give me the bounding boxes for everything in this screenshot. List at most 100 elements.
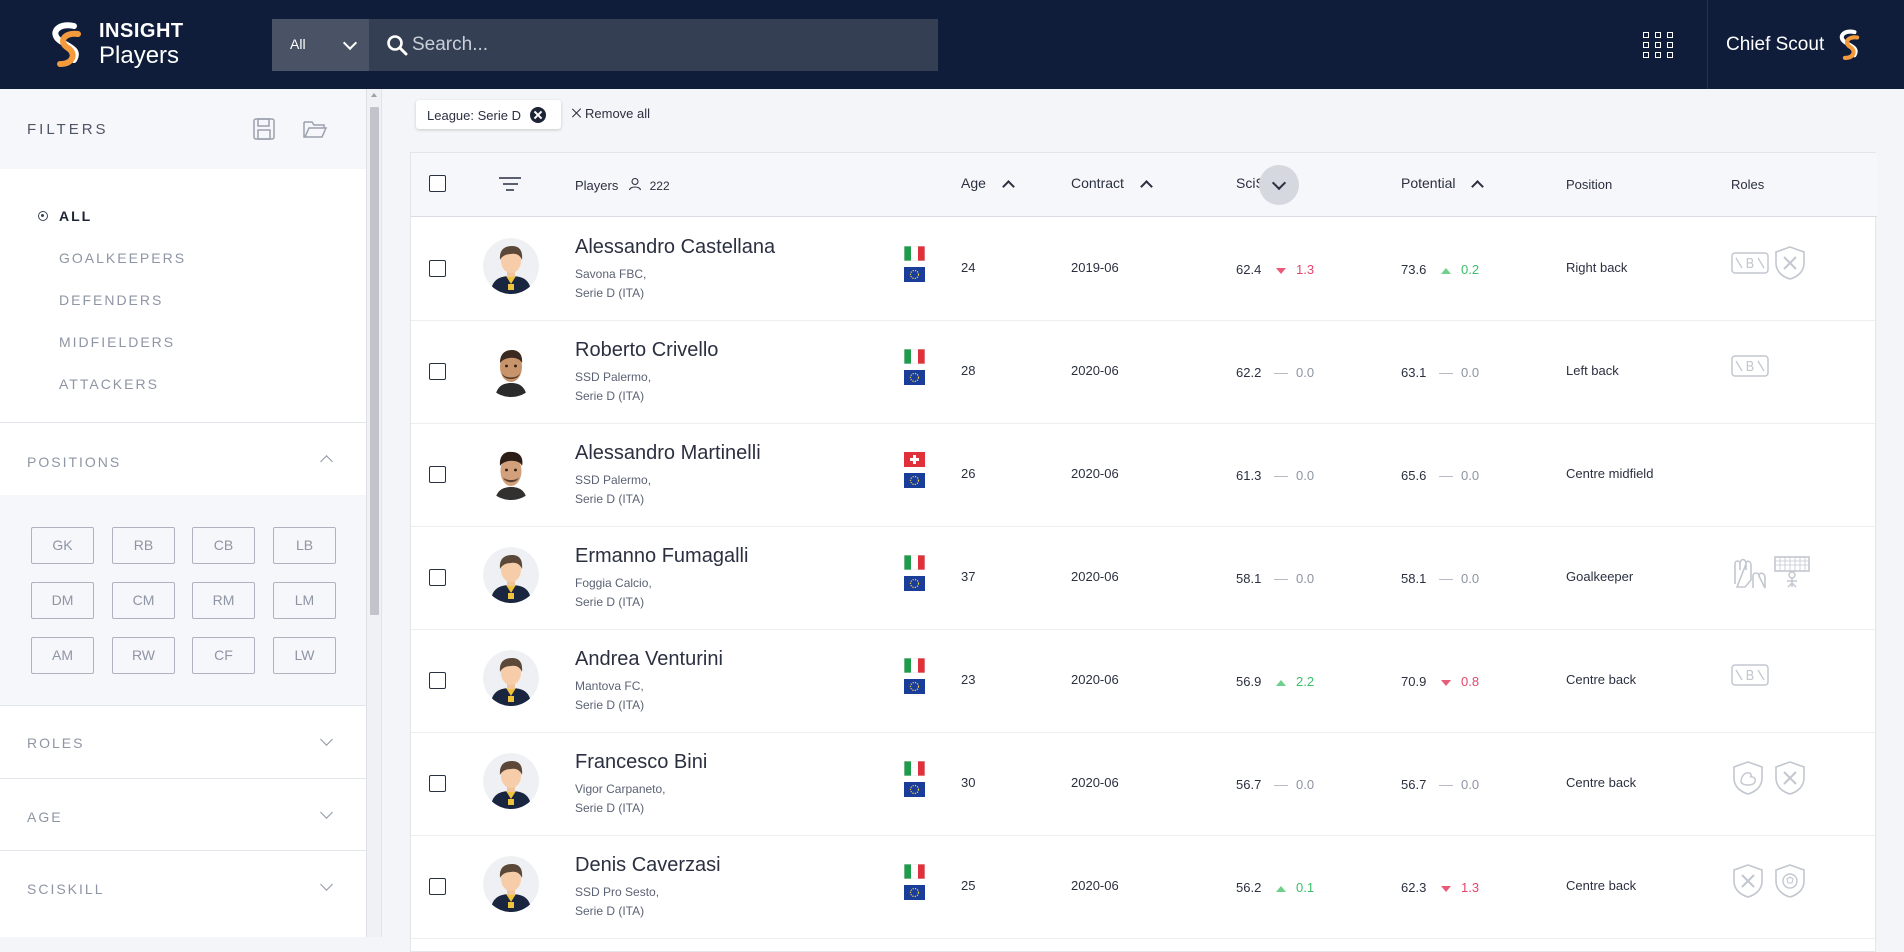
row-checkbox[interactable] (429, 775, 446, 792)
position-lm-button[interactable]: LM (273, 582, 336, 619)
position-rm-button[interactable]: RM (192, 582, 255, 619)
tackler-shield-icon[interactable] (1773, 245, 1807, 280)
potential-value: 70.9 (1401, 674, 1427, 689)
position-rw-button[interactable]: RW (112, 637, 175, 674)
ball-shield-icon[interactable] (1773, 863, 1807, 898)
group-all[interactable]: ALL (0, 195, 366, 237)
row-checkbox[interactable] (429, 878, 446, 895)
sort-asc-icon[interactable] (1002, 180, 1015, 193)
player-contract: 2019-06 (1071, 260, 1119, 275)
player-photo[interactable] (483, 753, 539, 809)
column-filter-icon[interactable] (499, 177, 521, 193)
select-all-checkbox[interactable] (429, 175, 446, 192)
player-position: Centre back (1566, 672, 1637, 687)
goal-net-icon[interactable] (1773, 554, 1811, 588)
brand-title[interactable]: INSIGHT Players (99, 20, 184, 70)
age-column-header[interactable]: Age (961, 175, 1015, 193)
roles-section-header[interactable]: ROLES (0, 705, 366, 778)
position-am-button[interactable]: AM (31, 637, 94, 674)
position-gk-button[interactable]: GK (31, 527, 94, 564)
position-cf-button[interactable]: CF (192, 637, 255, 674)
contract-column-header[interactable]: Contract (1071, 175, 1153, 193)
user-name[interactable]: Chief Scout (1726, 34, 1825, 55)
sort-asc-icon[interactable] (1471, 180, 1485, 193)
player-contract: 2020-06 (1071, 672, 1119, 687)
position-lw-button[interactable]: LW (273, 637, 336, 674)
row-checkbox[interactable] (429, 260, 446, 277)
flag-italy-icon (903, 863, 926, 880)
player-photo[interactable] (483, 856, 539, 912)
player-potential: 73.6 0.2 (1401, 262, 1479, 277)
positions-section-header[interactable]: POSITIONS (0, 422, 366, 495)
player-photo[interactable] (483, 650, 539, 706)
potential-column-header[interactable]: Potential (1401, 175, 1485, 193)
search-input[interactable] (412, 19, 912, 71)
remove-all-filters-button[interactable]: Remove all (572, 106, 650, 121)
table-row[interactable]: Alessandro Castellana Savona FBC, Serie D … (411, 218, 1877, 321)
player-name-link[interactable]: Andrea Venturini (575, 648, 723, 670)
position-dm-button[interactable]: DM (31, 582, 94, 619)
table-row[interactable]: Alessandro Martinelli SSD Palermo, Serie D… (411, 424, 1877, 527)
row-checkbox[interactable] (429, 363, 446, 380)
sidebar-scrollbar[interactable] (367, 89, 382, 937)
ball-playing-defender-icon[interactable]: B (1731, 250, 1769, 282)
group-midfielders[interactable]: MIDFIELDERS (0, 321, 366, 363)
top-navbar: INSIGHT Players All Chief Scout (0, 0, 1904, 89)
tackler-shield-icon[interactable] (1731, 863, 1765, 898)
folder-open-icon[interactable] (302, 117, 328, 141)
user-avatar-logo-icon[interactable] (1832, 28, 1866, 62)
search-scope-select[interactable]: All (272, 19, 369, 71)
player-photo[interactable] (483, 341, 539, 397)
apps-grid-icon[interactable] (1643, 32, 1673, 58)
table-row[interactable]: Andrea Venturini Mantova FC, Serie D (ITA)… (411, 630, 1877, 733)
group-defenders[interactable]: DEFENDERS (0, 279, 366, 321)
remove-chip-icon[interactable] (530, 107, 546, 123)
trend-flat-icon (1439, 579, 1453, 581)
table-row[interactable]: Denis Caverzasi SSD Pro Sesto, Serie D (IT… (411, 836, 1877, 939)
player-photo[interactable] (483, 444, 539, 500)
tackler-shield-icon[interactable] (1773, 760, 1807, 795)
save-icon[interactable] (252, 117, 276, 141)
ball-playing-defender-icon[interactable]: B (1731, 353, 1769, 385)
age-title: AGE (27, 809, 63, 825)
group-attackers[interactable]: ATTACKERS (0, 363, 366, 405)
age-section-header[interactable]: AGE (0, 778, 366, 850)
sciskill-section-header[interactable]: SCISKILL (0, 850, 366, 937)
sort-asc-icon[interactable] (1140, 180, 1153, 193)
player-photo[interactable] (483, 238, 539, 294)
ball-playing-defender-icon[interactable]: B (1731, 662, 1769, 694)
position-column-header[interactable]: Position (1566, 177, 1613, 192)
player-name-link[interactable]: Denis Caverzasi (575, 854, 721, 876)
table-row[interactable]: Francesco Bini Vigor Carpaneto, Serie D (I… (411, 733, 1877, 836)
player-name-link[interactable]: Roberto Crivello (575, 339, 719, 361)
position-lb-button[interactable]: LB (273, 527, 336, 564)
flag-eu-icon (904, 267, 925, 282)
players-column-header[interactable]: Players 222 (575, 177, 670, 193)
sciskill-value: 56.2 (1236, 880, 1262, 895)
row-checkbox[interactable] (429, 569, 446, 586)
table-row[interactable]: Ermanno Fumagalli Foggia Calcio, Serie D (… (411, 527, 1877, 630)
group-goalkeepers[interactable]: GOALKEEPERS (0, 237, 366, 279)
sciskill-value: 58.1 (1236, 571, 1262, 586)
strength-shield-icon[interactable] (1731, 760, 1765, 795)
row-checkbox[interactable] (429, 466, 446, 483)
roles-column-header[interactable]: Roles (1731, 177, 1765, 192)
player-photo[interactable] (483, 547, 539, 603)
player-name-link[interactable]: Ermanno Fumagalli (575, 545, 749, 567)
position-cb-button[interactable]: CB (192, 527, 255, 564)
position-cm-button[interactable]: CM (112, 582, 175, 619)
insight-logo-icon[interactable] (44, 20, 88, 70)
table-row[interactable]: Roberto Crivello SSD Palermo, Serie D (ITA… (411, 321, 1877, 424)
scrollbar-thumb[interactable] (370, 107, 379, 615)
player-name-link[interactable]: Francesco Bini (575, 751, 708, 773)
row-checkbox[interactable] (429, 672, 446, 689)
player-position: Goalkeeper (1566, 569, 1634, 584)
player-name-link[interactable]: Alessandro Martinelli (575, 442, 761, 464)
position-rb-button[interactable]: RB (112, 527, 175, 564)
svg-text:B: B (1746, 669, 1755, 684)
flag-eu-icon (904, 473, 925, 488)
player-name-link[interactable]: Alessandro Castellana (575, 236, 776, 258)
sort-desc-active-icon[interactable] (1259, 165, 1299, 205)
gloves-icon[interactable] (1731, 554, 1769, 589)
scroll-up-arrow-icon[interactable] (371, 93, 377, 97)
